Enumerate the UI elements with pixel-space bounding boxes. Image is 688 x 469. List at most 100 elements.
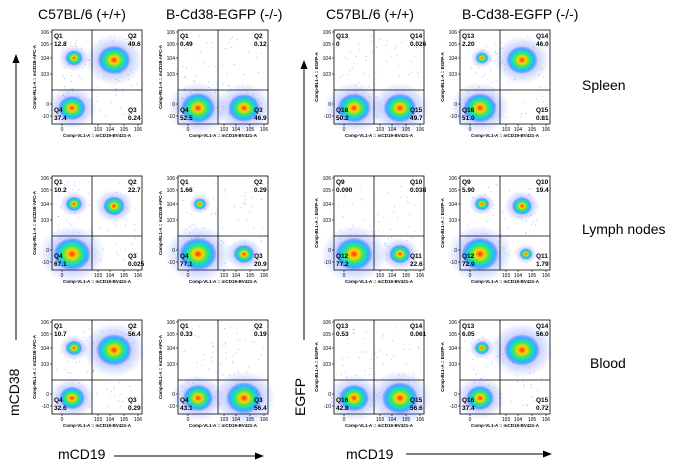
scatter-dot bbox=[119, 393, 121, 395]
scatter-dot bbox=[182, 66, 184, 67]
scatter-dot bbox=[210, 357, 212, 359]
y-tick-label: 0 bbox=[46, 392, 49, 398]
scatter-dot bbox=[415, 204, 417, 206]
y-tick-label: 105 bbox=[41, 332, 50, 338]
scatter-dot bbox=[522, 381, 524, 383]
scatter-dot bbox=[215, 213, 217, 215]
plot-x-axis-title: Comp-VL1-A :: mCD19-BV421-A bbox=[345, 279, 414, 284]
scatter-dot bbox=[363, 338, 365, 340]
scatter-dot bbox=[59, 184, 61, 185]
scatter-dot bbox=[128, 263, 130, 265]
scatter-dot bbox=[257, 358, 259, 360]
scatter-dot bbox=[131, 243, 133, 245]
quadrant-name: Q13 bbox=[336, 33, 349, 40]
scatter-dot bbox=[541, 407, 543, 409]
scatter-dot bbox=[237, 340, 239, 342]
scatter-dot bbox=[355, 55, 357, 57]
scatter-dot bbox=[113, 386, 115, 388]
plot-y-axis-title: Comp-BL1-A :: EGFP-A bbox=[314, 197, 319, 248]
x-tick-label: 0 bbox=[343, 273, 346, 279]
scatter-dot bbox=[349, 189, 351, 191]
density-population bbox=[475, 52, 489, 64]
scatter-dot bbox=[495, 44, 497, 46]
scatter-dot bbox=[410, 60, 412, 62]
y-tick-label: 103 bbox=[323, 218, 332, 224]
scatter-dot bbox=[412, 237, 413, 239]
scatter-dot bbox=[526, 404, 528, 406]
scatter-dot bbox=[136, 83, 138, 85]
scatter-dot bbox=[544, 403, 546, 405]
row-label-spleen: Spleen bbox=[582, 77, 626, 93]
quadrant-name: Q14 bbox=[410, 323, 423, 330]
scatter-dot bbox=[359, 186, 361, 188]
plot-x-axis-title: Comp-VL1-A :: mCD19-BV421-A bbox=[471, 423, 540, 428]
scatter-dot bbox=[346, 356, 348, 358]
x-tick-label: 104 bbox=[106, 417, 115, 423]
x-tick-label: 106 bbox=[542, 417, 551, 423]
y-tick-label: 0 bbox=[454, 248, 457, 254]
scatter-dot bbox=[418, 347, 420, 349]
density-population bbox=[474, 197, 490, 211]
x-tick-label: 0 bbox=[469, 273, 472, 279]
quadrant-name: Q3 bbox=[254, 107, 263, 114]
scatter-dot bbox=[225, 352, 227, 354]
scatter-dot bbox=[484, 74, 486, 76]
scatter-dot bbox=[382, 334, 384, 336]
scatter-dot bbox=[253, 341, 255, 343]
scatter-dot bbox=[364, 351, 366, 353]
scatter-dot bbox=[262, 332, 264, 334]
scatter-dot bbox=[390, 358, 392, 360]
scatter-dot bbox=[507, 227, 509, 229]
scatter-dot bbox=[352, 328, 354, 330]
quadrant-percent: 12.8 bbox=[54, 41, 67, 48]
row-label-lymph-nodes: Lymph nodes bbox=[582, 221, 666, 237]
scatter-dot bbox=[391, 237, 392, 239]
scatter-dot bbox=[394, 206, 396, 208]
scatter-dot bbox=[362, 219, 364, 220]
scatter-dot bbox=[249, 211, 251, 213]
x-axis-label-left: mCD19 bbox=[58, 446, 106, 462]
x-tick-label: 104 bbox=[232, 417, 241, 423]
scatter-dot bbox=[108, 406, 110, 408]
scatter-dot bbox=[385, 44, 387, 46]
scatter-dot bbox=[534, 224, 536, 226]
scatter-dot bbox=[109, 395, 111, 397]
scatter-dot bbox=[537, 250, 538, 252]
scatter-dot bbox=[362, 72, 364, 74]
scatter-dot bbox=[467, 210, 469, 212]
scatter-dot bbox=[413, 56, 415, 58]
right-y-arrowhead bbox=[300, 60, 308, 69]
quadrant-name: Q4 bbox=[54, 397, 63, 404]
x-tick-label: 104 bbox=[232, 127, 241, 133]
quadrant-name: Q4 bbox=[180, 253, 189, 260]
y-tick-label: 103 bbox=[167, 72, 176, 78]
scatter-dot bbox=[344, 57, 346, 59]
scatter-dot bbox=[184, 76, 185, 78]
scatter-dot bbox=[117, 254, 119, 256]
x-tick-label: 105 bbox=[402, 127, 411, 133]
x-tick-label: 106 bbox=[416, 127, 425, 133]
scatter-dot bbox=[135, 36, 137, 38]
scatter-dot bbox=[380, 349, 382, 351]
scatter-dot bbox=[191, 327, 193, 329]
plot-x-axis-title: Comp-VL1-A :: mCD19-BV421-A bbox=[189, 133, 258, 138]
scatter-dot bbox=[214, 212, 216, 214]
x-tick-label: 106 bbox=[416, 273, 425, 279]
quadrant-name: Q4 bbox=[54, 253, 63, 260]
scatter-dot bbox=[191, 224, 193, 226]
y-tick-label: 103 bbox=[323, 362, 332, 368]
y-tick-label: 106 bbox=[167, 176, 176, 182]
scatter-dot bbox=[467, 334, 469, 336]
scatter-dot bbox=[404, 39, 406, 41]
density-population bbox=[504, 334, 540, 366]
scatter-dot bbox=[67, 182, 69, 183]
scatter-dot bbox=[194, 334, 196, 336]
x-tick-label: 0 bbox=[61, 273, 64, 279]
scatter-dot bbox=[493, 208, 495, 210]
scatter-dot bbox=[350, 51, 351, 53]
scatter-dot bbox=[211, 213, 213, 215]
scatter-dot bbox=[365, 59, 367, 61]
plot-y-axis-title: Comp-BL1-A :: EGFP-A bbox=[314, 341, 319, 392]
